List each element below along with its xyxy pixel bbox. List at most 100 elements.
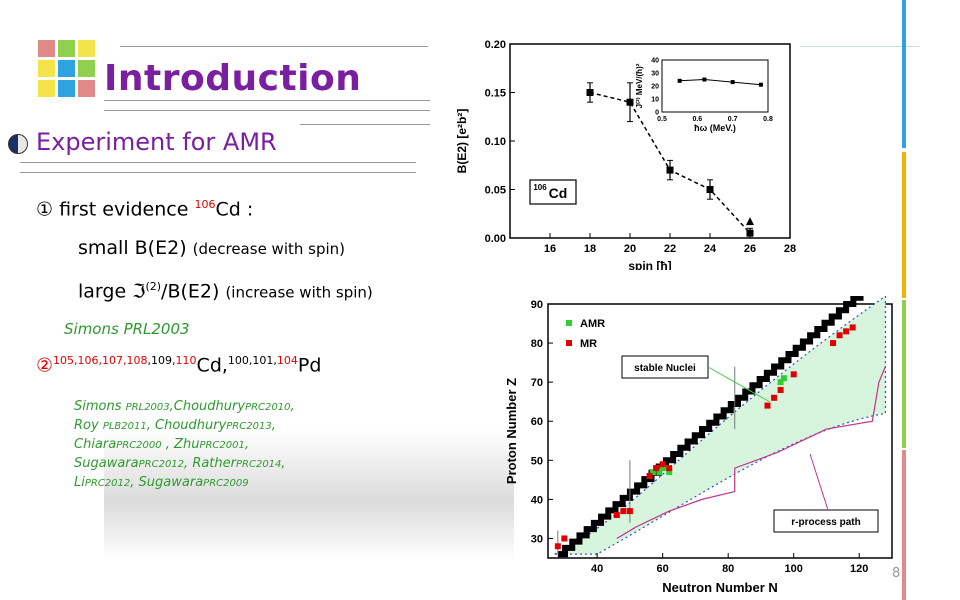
header-rule-3 — [20, 162, 416, 163]
inset-line — [679, 78, 761, 86]
item-2-marker: ② — [36, 354, 54, 377]
line-2-paren: (decrease with spin) — [192, 240, 346, 258]
header-rule-1 — [104, 100, 430, 101]
y-tick-label: 70 — [531, 377, 543, 389]
reference-name2: Sugawara — [138, 475, 204, 490]
item-1-colon: : — [240, 198, 254, 221]
data-point-mr — [771, 394, 778, 401]
x-tick-label: 26 — [744, 243, 756, 255]
y-axis-label: B(E2) [e²b²] — [455, 109, 469, 174]
data-point-mr — [659, 461, 666, 468]
inset-y-tick-label: 0 — [655, 110, 659, 117]
x-tick-label: 28 — [784, 243, 796, 255]
reference-ref2: PRC2014 — [236, 459, 282, 470]
line-3-sup: (2) — [145, 280, 162, 293]
data-point-mr — [646, 472, 653, 479]
inset-y-tick-label: 40 — [651, 58, 659, 65]
y-tick-label: 30 — [531, 533, 543, 545]
reference-line: SugawaraPRC2012, RatherPRC2014, — [74, 455, 374, 474]
data-point-mr — [830, 340, 837, 347]
data-point — [666, 166, 674, 174]
logo-square — [58, 60, 75, 77]
item-1: ① first evidence 106Cd : — [36, 198, 253, 220]
x-tick-label: 60 — [657, 563, 669, 575]
reference-name: Sugawara — [74, 456, 139, 471]
line-3-paren: (increase with spin) — [225, 283, 373, 302]
r-process-label: r-process path — [791, 517, 860, 528]
reference-end: , — [290, 399, 295, 414]
bullet-icon — [8, 134, 28, 154]
side-bar-yellow — [902, 152, 906, 298]
reference-ref2: PRC2010 — [245, 402, 291, 413]
legend-amr-marker — [566, 320, 572, 326]
mass-number: 110 — [175, 354, 197, 367]
logo-square — [78, 80, 95, 97]
item-1-marker: ① — [36, 198, 54, 221]
data-point-mr — [777, 386, 784, 393]
stable-nuclei-label: stable Nuclei — [634, 363, 696, 374]
mass-number: , — [74, 354, 78, 367]
logo-square — [78, 60, 95, 77]
y-tick-label: 90 — [531, 299, 543, 311]
reference-sep: , — [161, 437, 175, 452]
data-point-amr — [780, 375, 787, 382]
mass-number: 105 — [53, 354, 75, 367]
reference-ref2: PRC2001 — [199, 440, 245, 451]
header-rule-4 — [20, 172, 416, 173]
header-rule-top — [120, 46, 428, 47]
line-3-symbol: ℑ — [132, 280, 146, 303]
nucleus-label-element: Cd — [549, 185, 568, 201]
legend-mr-label: MR — [580, 338, 597, 350]
be2-chart: 16 18 20 22 24 26 28 0.00 0.05 0.10 0.15 0.20 spin [… — [455, 39, 796, 270]
item-2: ②105,106,107,108,109,110Cd,100,101,104Pd — [36, 354, 321, 376]
header-rule-2 — [104, 110, 430, 111]
reference-name: Chiara — [74, 437, 117, 452]
inset-point — [730, 80, 735, 85]
mass-number: , — [172, 354, 176, 367]
data-point-mr — [613, 512, 620, 519]
x-tick-label: 40 — [591, 563, 603, 575]
mass-number: , — [123, 354, 127, 367]
y-tick-label: 40 — [531, 494, 543, 506]
inset-y-tick-label: 20 — [651, 84, 659, 91]
reference-ref2: PRC2009 — [203, 478, 249, 489]
data-point-mr — [836, 332, 843, 339]
reference-end: , — [244, 437, 249, 452]
inset-y-tick-label: 10 — [651, 97, 659, 104]
data-point-mr — [554, 543, 561, 550]
item-1-text: first evidence — [59, 198, 189, 221]
logo-square — [38, 80, 55, 97]
reference-ref2: PRC2013 — [226, 421, 272, 432]
mass-number: 100 — [227, 354, 249, 367]
r-process-pointer — [809, 453, 829, 511]
header-rule-5 — [300, 124, 430, 125]
data-point-amr — [666, 469, 673, 476]
reference-list: Simons PRL2003,ChoudhuryPRC2010, Roy PLB2… — [74, 398, 374, 493]
reference-ref: PRC2012 — [84, 478, 131, 489]
y-tick-label: 0.00 — [485, 233, 506, 245]
logo-square — [38, 60, 55, 77]
inset-frame — [661, 59, 769, 113]
x-tick-label: 22 — [664, 243, 676, 255]
reference-sep: , — [130, 475, 139, 490]
mass-number: , — [98, 354, 103, 367]
mass-number: 101 — [252, 354, 274, 367]
reference-sep: , — [146, 418, 155, 433]
item-1-mass: 106 — [194, 198, 216, 211]
data-point-mr — [790, 371, 797, 378]
side-bar-green — [902, 300, 906, 448]
header-rule-top-right — [800, 46, 920, 47]
inset-x-tick-label: 0.6 — [692, 116, 702, 123]
reference-ref: PRL2003 — [125, 402, 170, 413]
mass-number: , — [248, 354, 253, 367]
slide-logo — [38, 40, 98, 100]
inset-y-axis-label: J⁽²⁾ MeV/(ħ)² — [635, 63, 644, 108]
side-bar-pink — [902, 450, 906, 600]
data-point — [746, 229, 754, 237]
y-tick-label: 0.05 — [485, 185, 506, 197]
mass-number: , — [147, 354, 152, 367]
legend-amr-label: AMR — [580, 318, 605, 330]
logo-square — [58, 80, 75, 97]
logo-square — [38, 40, 55, 57]
reference-sep: , — [184, 456, 193, 471]
